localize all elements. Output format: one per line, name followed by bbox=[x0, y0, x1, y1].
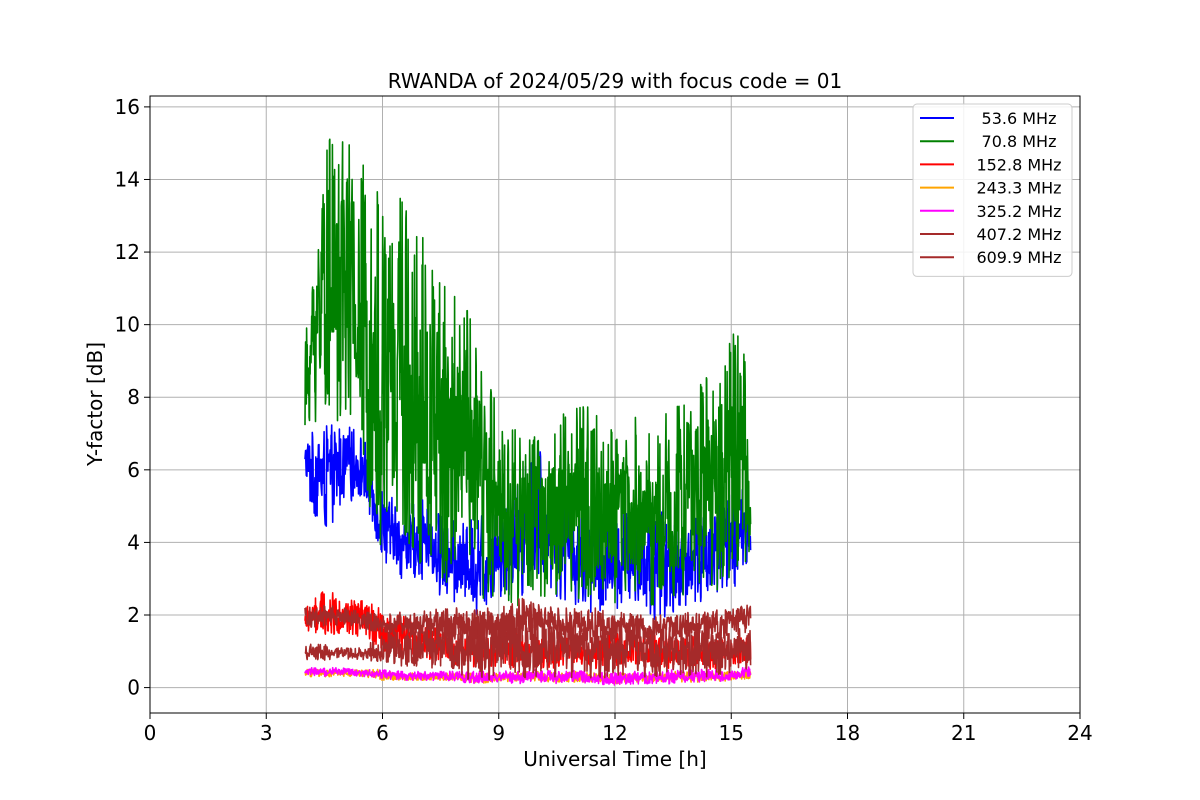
y-axis-label: Y-factor [dB] bbox=[83, 342, 107, 467]
y-tick-label: 4 bbox=[127, 530, 140, 554]
plot-area bbox=[304, 138, 752, 686]
y-axis: 0 2 4 6 8 10 12 14 16 bbox=[115, 95, 150, 700]
x-tick-label: 12 bbox=[602, 721, 627, 745]
y-tick-label: 0 bbox=[127, 676, 140, 700]
legend-entry: 407.2 MHz bbox=[976, 225, 1061, 244]
x-tick-label: 9 bbox=[492, 721, 505, 745]
x-tick-label: 18 bbox=[835, 721, 860, 745]
series-line bbox=[304, 666, 752, 686]
chart-title: RWANDA of 2024/05/29 with focus code = 0… bbox=[388, 69, 842, 93]
series-line bbox=[304, 138, 752, 607]
x-tick-label: 15 bbox=[719, 721, 744, 745]
legend-entry: 53.6 MHz bbox=[982, 109, 1057, 128]
x-axis-label: Universal Time [h] bbox=[523, 747, 706, 771]
y-tick-label: 14 bbox=[115, 167, 140, 191]
x-tick-label: 3 bbox=[260, 721, 273, 745]
legend-entry: 243.3 MHz bbox=[976, 179, 1061, 198]
legend: 53.6 MHz 70.8 MHz 152.8 MHz 243.3 MHz 325.2 … bbox=[912, 103, 1073, 277]
x-tick-label: 24 bbox=[1067, 721, 1092, 745]
legend-entry: 325.2 MHz bbox=[976, 202, 1061, 221]
legend-entry: 609.9 MHz bbox=[976, 248, 1061, 267]
x-tick-label: 21 bbox=[951, 721, 976, 745]
legend-entry: 70.8 MHz bbox=[982, 132, 1057, 151]
y-tick-label: 2 bbox=[127, 603, 140, 627]
x-axis: 0 3 6 9 12 15 18 21 24 bbox=[144, 713, 1093, 745]
y-tick-label: 10 bbox=[115, 313, 140, 337]
y-tick-label: 12 bbox=[115, 240, 140, 264]
x-tick-label: 0 bbox=[144, 721, 157, 745]
y-tick-label: 6 bbox=[127, 458, 140, 482]
legend-entry: 152.8 MHz bbox=[976, 155, 1061, 174]
y-tick-label: 8 bbox=[127, 385, 140, 409]
series-line bbox=[304, 597, 752, 648]
series-line bbox=[304, 612, 752, 681]
y-tick-label: 16 bbox=[115, 95, 140, 119]
x-tick-label: 6 bbox=[376, 721, 389, 745]
